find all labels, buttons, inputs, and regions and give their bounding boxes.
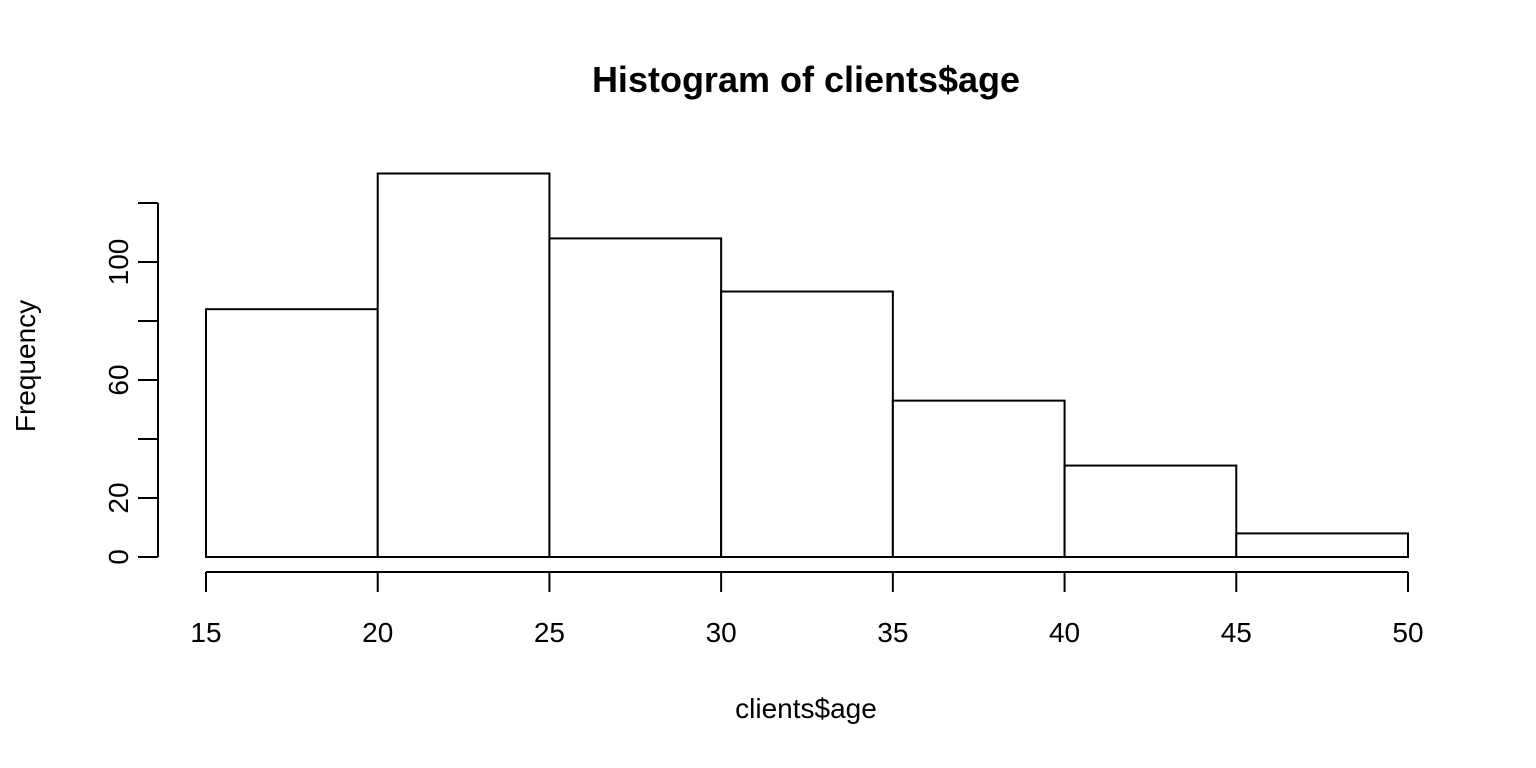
x-tick-label: 45 xyxy=(1221,617,1252,648)
histogram-bar-30-35 xyxy=(720,290,894,558)
histogram-bar-35-40 xyxy=(891,399,1066,558)
y-tick-label: 100 xyxy=(103,239,134,286)
histogram-bar-20-25 xyxy=(376,172,551,558)
histogram-bar-40-45 xyxy=(1063,464,1238,558)
x-tick-label: 15 xyxy=(190,617,221,648)
x-tick-label: 35 xyxy=(877,617,908,648)
x-tick-label: 25 xyxy=(534,617,565,648)
x-axis-label: clients$age xyxy=(735,693,877,724)
x-tick-label: 40 xyxy=(1049,617,1080,648)
x-tick-label: 30 xyxy=(706,617,737,648)
bars-group xyxy=(205,172,1410,559)
histogram-bar-15-20 xyxy=(205,308,379,559)
x-tick-label: 20 xyxy=(362,617,393,648)
y-tick-label: 0 xyxy=(103,549,134,565)
x-tick-label: 50 xyxy=(1392,617,1423,648)
y-axis: 0 20 60 100 xyxy=(103,202,159,565)
histogram-bar-45-50 xyxy=(1235,532,1410,559)
y-tick-label: 20 xyxy=(103,482,134,513)
x-axis: 15 20 25 30 35 40 45 50 xyxy=(190,571,1424,648)
chart-title: Histogram of clients$age xyxy=(592,59,1020,100)
y-axis-label: Frequency xyxy=(10,300,41,432)
y-tick-label: 60 xyxy=(103,364,134,395)
histogram-bar-25-30 xyxy=(548,237,723,558)
